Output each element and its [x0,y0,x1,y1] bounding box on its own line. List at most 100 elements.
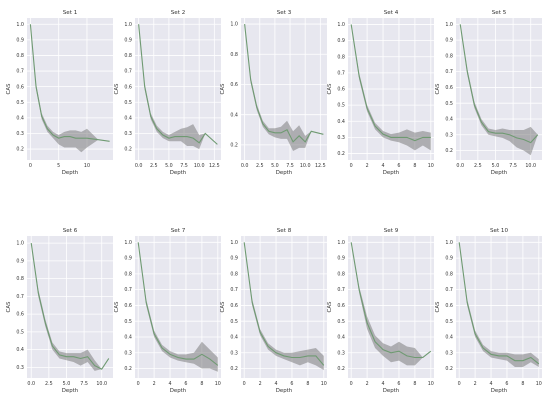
x-tick-label: 4 [490,381,493,387]
x-tick-label: 6 [397,163,400,169]
chart-title: Set 7 [171,228,186,234]
y-tick-label: 0.7 [337,287,345,293]
x-tick-label: 7.5 [80,381,88,387]
x-tick-label: 2.5 [256,163,264,169]
y-axis-label: CAS [6,301,12,312]
series-line [350,24,431,142]
y-tick-label: 1.0 [337,240,345,246]
x-axis-label: Depth [170,388,186,394]
series-line [30,243,110,370]
x-tick-label: 8 [413,163,416,169]
y-tick-label: 0.6 [124,84,132,90]
x-tick-label: 0 [350,163,353,169]
x-tick-label: 7.5 [180,163,188,169]
x-tick-label: 8 [200,381,203,387]
series-line [137,242,219,366]
y-tick-label: 0.9 [124,256,132,262]
x-tick-label: 0.0 [456,163,464,169]
x-tick-label: 10 [536,381,542,387]
y-tick-label: 0.9 [337,38,345,44]
y-tick-label: 0.4 [16,347,24,353]
x-tick-label: 0 [350,381,353,387]
x-tick-label: 4 [275,381,278,387]
y-tick-label: 0.6 [230,82,238,88]
x-axis-label: Depth [276,170,292,176]
chart-title: Set 1 [63,10,78,16]
y-tick-label: 0.8 [230,52,238,58]
x-tick-label: 10.0 [300,163,311,169]
x-tick-label: 5 [57,163,60,169]
x-tick-label: 6 [184,381,187,387]
plot-area [241,236,327,378]
subplot-9: 0 2 4 6 8 10 0.2 0.3 0.4 0.5 0.6 0.7 0.8 0.9 1.0 Set 9 D… [327,228,434,394]
y-tick-label: 0.5 [337,103,345,109]
y-tick-label: 0.6 [16,312,24,318]
chart-title: Set 5 [492,10,507,16]
x-tick-label: 8 [413,381,416,387]
y-tick-label: 1.0 [445,22,453,28]
y-tick-label: 0.7 [124,287,132,293]
x-tick-label: 2 [153,381,156,387]
subplot-1: 0 5 10 0.2 0.3 0.4 0.5 0.6 0.7 0.8 0.9 1.0 Set 1 Dept… [6,10,113,176]
y-tick-label: 0.7 [124,69,132,75]
series-line [459,24,539,144]
subplot-4: 0 2 4 6 8 10 0.2 0.3 0.4 0.5 0.6 0.7 0.8 0.9 1.0 Set 4 D… [327,10,434,176]
y-axis-label: CAS [114,83,120,94]
x-tick-label: 5.0 [63,381,71,387]
x-tick-label: 10.0 [194,163,205,169]
x-tick-label: 10 [321,381,327,387]
x-tick-label: 0.0 [241,163,249,169]
x-axis-label: Depth [491,388,507,394]
x-tick-label: 12.5 [209,163,220,169]
subplot-5: 0.0 2.5 5.0 7.5 10.0 0.2 0.3 0.4 0.5 0.6 0.7 0.8 0.9… [435,10,542,176]
y-tick-label: 0.3 [337,135,345,141]
y-tick-label: 0.8 [124,53,132,59]
y-tick-label: 0.9 [230,256,238,262]
x-tick-label: 10.0 [96,381,107,387]
y-tick-label: 0.6 [230,303,238,309]
y-axis-label: CAS [327,301,333,312]
y-tick-label: 0.3 [124,350,132,356]
y-tick-label: 0.4 [124,335,132,341]
y-tick-label: 0.3 [230,350,238,356]
series-line [243,242,325,366]
x-tick-label: 8 [521,381,524,387]
y-tick-label: 0.8 [124,271,132,277]
y-axis-label: CAS [327,83,333,94]
x-tick-label: 12.5 [315,163,326,169]
confidence-band [351,24,431,151]
y-tick-label: 0.2 [16,147,24,153]
subplot-2: 0.0 2.5 5.0 7.5 10.0 12.5 0.2 0.3 0.4 0.5 0.6 0.7 0.… [114,10,221,176]
x-axis-label: Depth [62,388,78,394]
y-tick-label: 1.0 [230,22,238,28]
series-line [29,24,110,142]
y-tick-label: 0.7 [445,287,453,293]
y-tick-label: 0.7 [16,69,24,75]
subplot-8: 0 2 4 6 8 10 0.2 0.3 0.4 0.5 0.6 0.7 0.8 0.9 1.0 Set 8 D… [220,228,327,394]
confidence-band [459,242,539,367]
y-axis-label: CAS [6,83,12,94]
x-tick-label: 2.5 [150,163,158,169]
chart-title: Set 4 [384,10,399,16]
y-tick-label: 0.3 [337,350,345,356]
x-tick-label: 10 [215,381,221,387]
y-tick-label: 0.8 [16,276,24,282]
y-tick-label: 0.9 [445,38,453,44]
y-axis-label: CAS [435,83,441,94]
series-line [138,24,218,145]
confidence-band [351,242,431,366]
plot-area [456,236,542,378]
y-tick-label: 1.0 [16,241,24,247]
y-tick-label: 0.9 [337,256,345,262]
chart-title: Set 2 [171,10,186,16]
x-axis-label: Depth [62,170,78,176]
y-axis-label: CAS [220,301,226,312]
y-tick-label: 0.5 [445,319,453,325]
x-tick-label: 2 [366,163,369,169]
plot-area [456,18,542,160]
x-tick-label: 8 [306,381,309,387]
y-tick-label: 0.9 [124,37,132,43]
x-tick-label: 10 [428,381,434,387]
x-axis-label: Depth [491,170,507,176]
y-tick-label: 0.6 [445,85,453,91]
